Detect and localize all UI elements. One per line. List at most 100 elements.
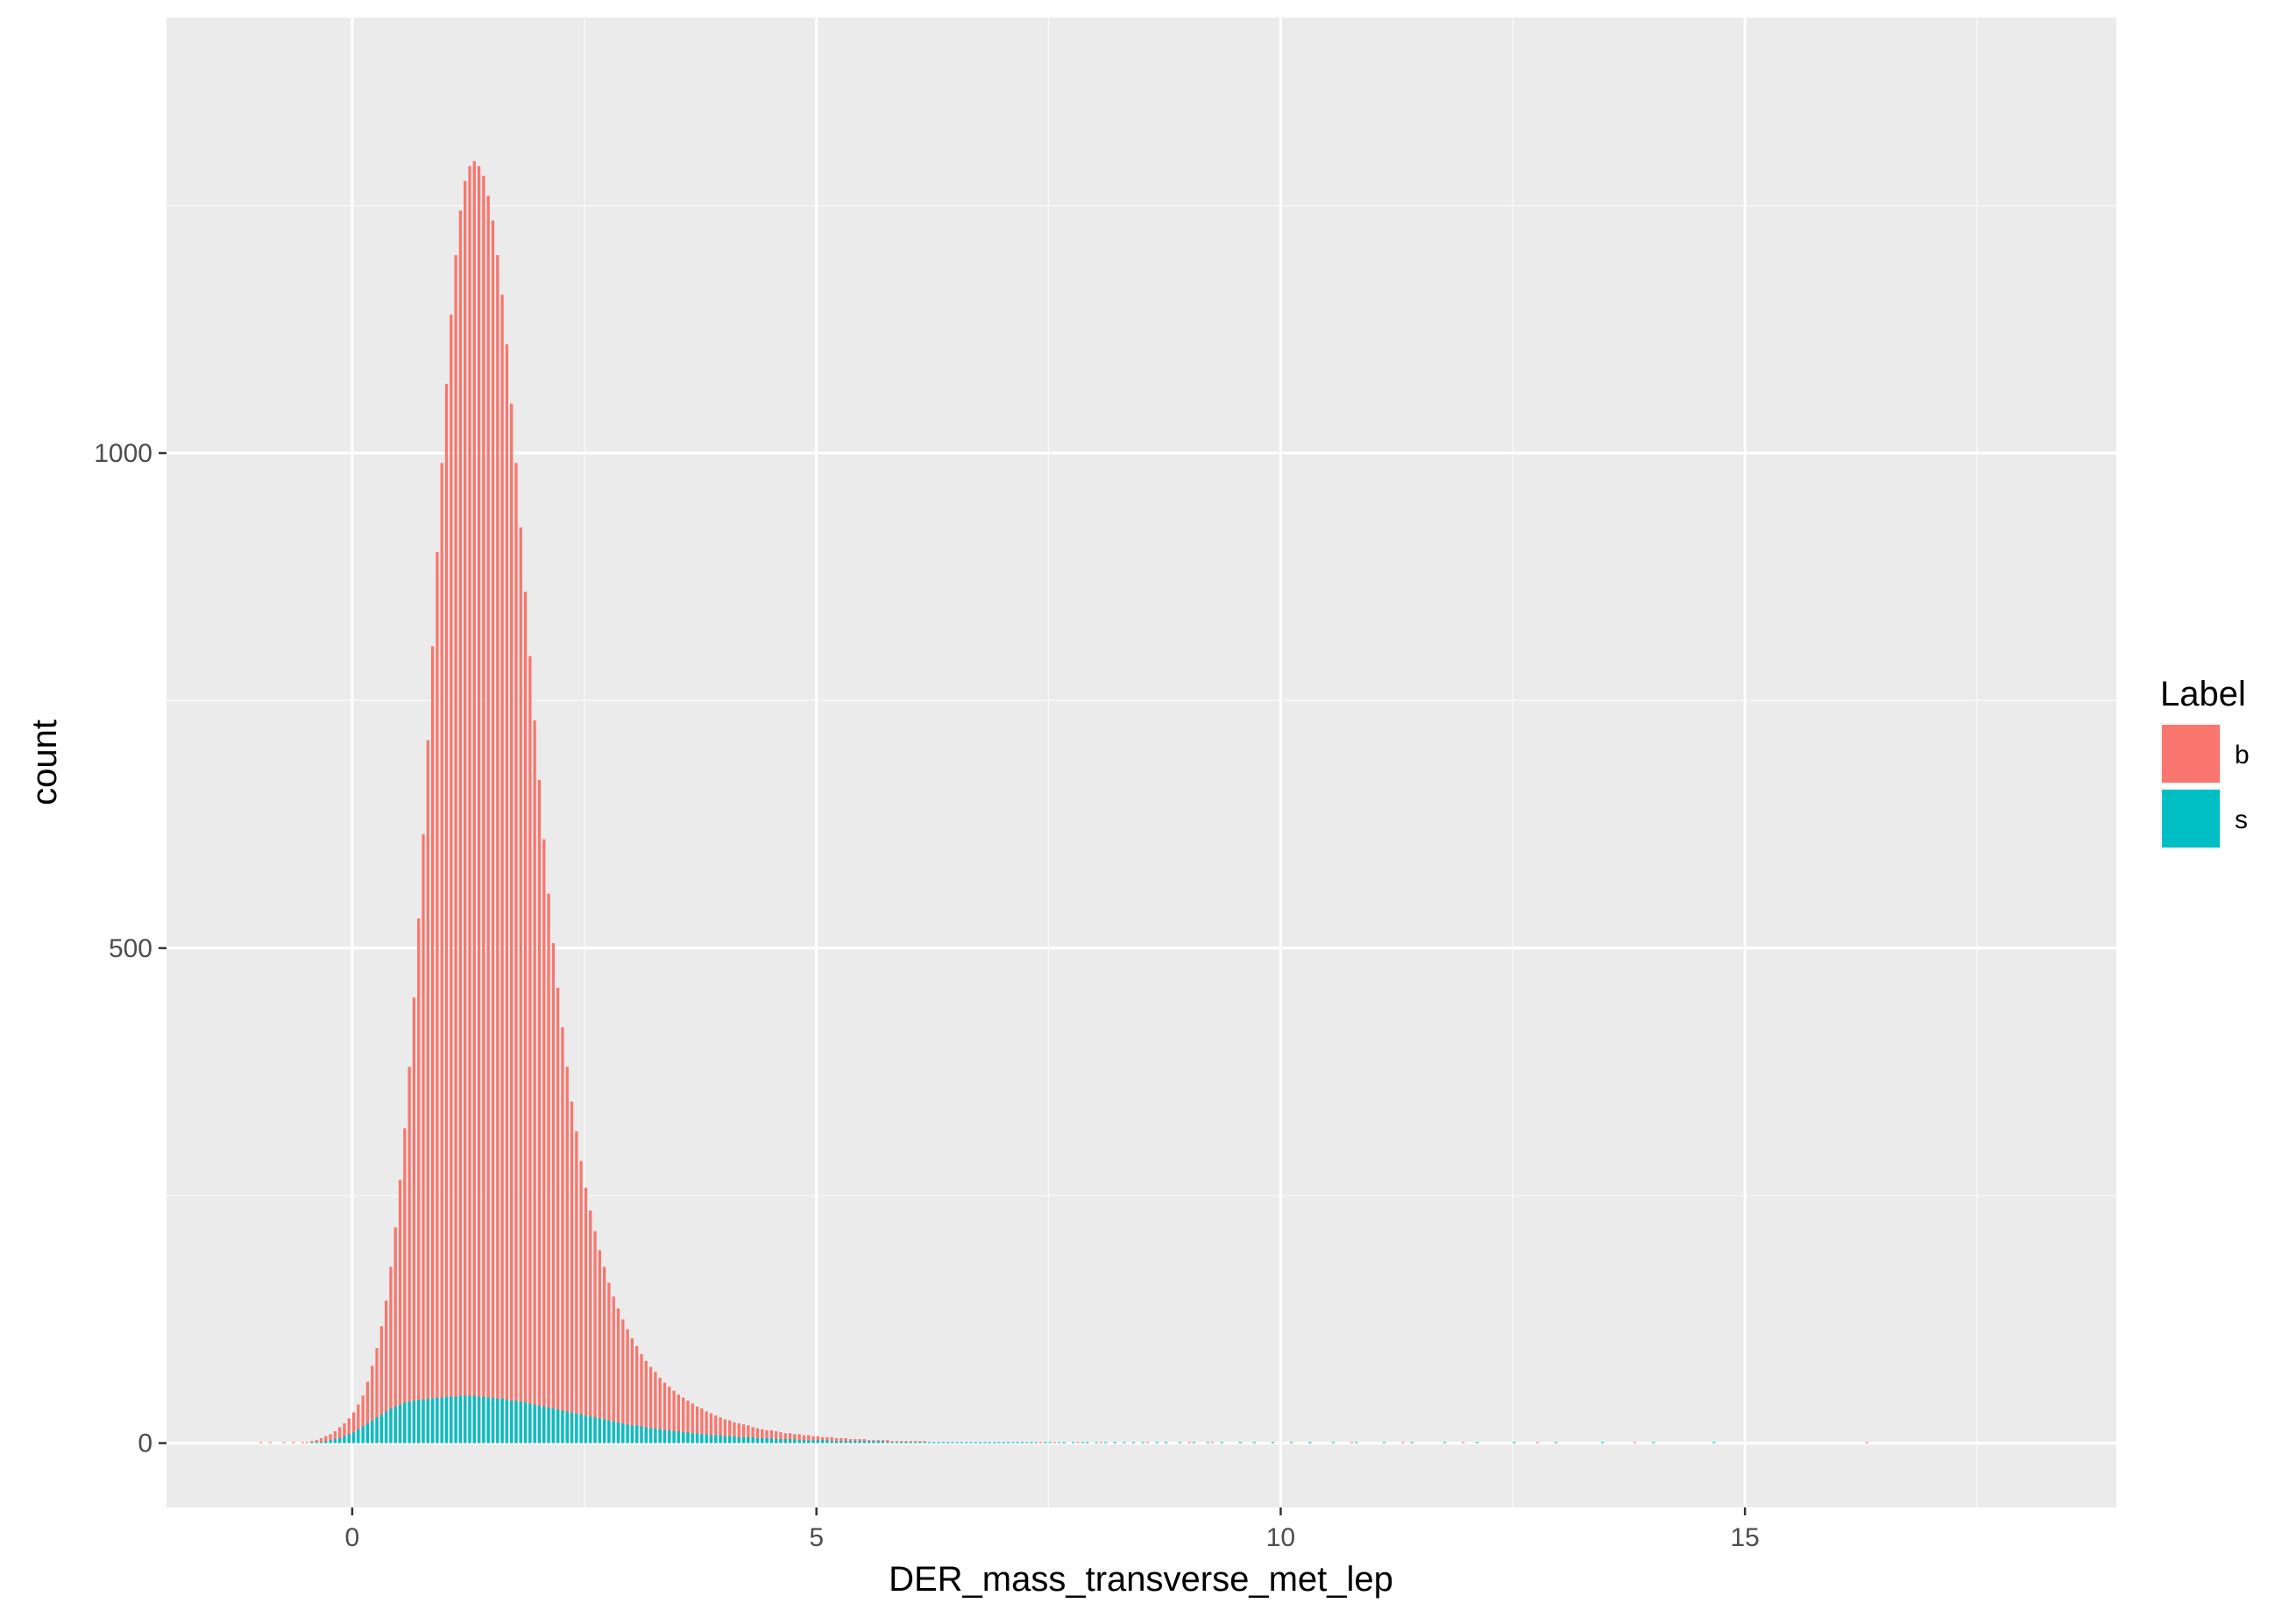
histogram-bar-s [983, 1442, 987, 1443]
histogram-bar-s [510, 1401, 514, 1443]
y-axis-title: count [25, 720, 64, 805]
histogram-bar-s [913, 1442, 918, 1443]
histogram-bar-b [830, 1436, 833, 1443]
histogram-bar-b [430, 646, 435, 1443]
histogram-bar-s [607, 1420, 611, 1443]
histogram-bar-s [941, 1442, 945, 1443]
histogram-bar-b [510, 403, 514, 1443]
histogram-bar-s [1025, 1442, 1029, 1443]
histogram-bar-b [626, 1329, 629, 1443]
histogram-bar-b [1187, 1442, 1191, 1443]
histogram-bar-s [1331, 1442, 1335, 1443]
histogram-bar-s [797, 1440, 801, 1443]
histogram-bar-s [379, 1414, 383, 1443]
histogram-bar-b [561, 1027, 564, 1443]
histogram-bar-b [393, 1227, 397, 1443]
histogram-bar-s [347, 1434, 351, 1443]
histogram-bar-s [840, 1441, 843, 1443]
histogram-bar-s [593, 1417, 597, 1443]
histogram-bar-s [1410, 1442, 1414, 1443]
histogram-bar-b [811, 1436, 815, 1443]
histogram-bar-b [635, 1345, 639, 1443]
histogram-bar-b [440, 463, 443, 1443]
histogram-bar-s [589, 1416, 592, 1443]
histogram-bar-b [648, 1366, 653, 1443]
histogram-bar-b [319, 1437, 323, 1443]
histogram-bar-b [584, 1188, 588, 1443]
histogram-bar-b [426, 740, 429, 1443]
histogram-bar-s [826, 1440, 829, 1443]
histogram-bar-s [965, 1442, 968, 1443]
histogram-bar-b [644, 1360, 648, 1443]
histogram-bar-b [640, 1353, 643, 1443]
histogram-bar-s [909, 1442, 912, 1443]
histogram-bar-b [589, 1210, 592, 1443]
histogram-bar-s [319, 1442, 323, 1443]
histogram-bar-b [755, 1428, 760, 1443]
histogram-bar-b [268, 1442, 272, 1443]
histogram-bar-s [992, 1442, 996, 1443]
histogram-bar-s [788, 1439, 792, 1443]
histogram-bar-s [630, 1425, 634, 1443]
histogram-bar-s [747, 1436, 750, 1443]
histogram-bar-b [537, 779, 542, 1443]
histogram-bar-b [779, 1432, 783, 1443]
histogram-bar-s [1141, 1442, 1144, 1443]
histogram-bar-s [820, 1440, 825, 1443]
histogram-bar-b [379, 1326, 383, 1443]
histogram-bar-s [737, 1436, 741, 1443]
y-tick-label: 0 [138, 1429, 152, 1458]
histogram-bar-s [997, 1442, 1001, 1443]
histogram-bar-b [1401, 1442, 1405, 1443]
histogram-bar-s [1058, 1442, 1061, 1443]
histogram-bar-b [450, 314, 453, 1443]
histogram-bar-b [658, 1378, 662, 1443]
histogram-bar-s [1252, 1442, 1256, 1443]
x-tick-label: 15 [1731, 1523, 1760, 1552]
histogram-bar-s [668, 1429, 671, 1443]
histogram-bar-b [621, 1319, 625, 1443]
histogram-bar-s [1164, 1442, 1168, 1443]
histogram-bar-s [542, 1406, 546, 1443]
legend-key-s [2162, 790, 2220, 848]
histogram-bar-b [458, 210, 463, 1443]
histogram-bar-b [422, 833, 425, 1443]
histogram-bar-s [556, 1409, 560, 1443]
histogram-bar-b [672, 1390, 676, 1443]
histogram-bar-b [579, 1160, 583, 1443]
histogram-bar-b [677, 1394, 681, 1443]
histogram-bar-s [1600, 1442, 1605, 1443]
histogram-bar-s [519, 1401, 522, 1443]
histogram-bar-s [904, 1442, 908, 1443]
histogram-bar-s [761, 1437, 764, 1443]
legend-entries: bs [2160, 723, 2250, 849]
histogram-bar-s [1131, 1442, 1136, 1443]
histogram-bar-b [482, 175, 485, 1443]
histogram-bar-s [417, 1399, 421, 1443]
histogram-bar-s [384, 1411, 388, 1443]
histogram-bar-s [616, 1422, 620, 1443]
histogram-bar-b [761, 1429, 764, 1443]
histogram-bar-b [565, 1067, 569, 1443]
histogram-bar-s [343, 1436, 346, 1443]
histogram-bar-b [783, 1433, 787, 1443]
histogram-bar-b [282, 1442, 286, 1443]
histogram-bar-s [969, 1442, 973, 1443]
histogram-bar-b [797, 1434, 801, 1443]
histogram-bar-s [895, 1442, 899, 1443]
histogram-bar-b [802, 1435, 806, 1443]
histogram-bar-b [1210, 1442, 1215, 1443]
histogram-bar-s [621, 1422, 625, 1443]
histogram-bar-s [1220, 1442, 1223, 1443]
histogram-bar-b [412, 997, 416, 1443]
histogram-bar-s [682, 1432, 685, 1443]
histogram-bar-s [1238, 1442, 1243, 1443]
histogram-bar-s [858, 1441, 861, 1443]
histogram-bar-s [472, 1395, 476, 1443]
histogram-bar-b [496, 255, 500, 1443]
histogram-bar-b [663, 1382, 667, 1443]
x-axis: 0 5 10 15 [345, 1507, 1760, 1552]
histogram-bar-s [1081, 1442, 1084, 1443]
legend-label-b: b [2235, 741, 2250, 770]
histogram-bar-s [854, 1441, 857, 1443]
